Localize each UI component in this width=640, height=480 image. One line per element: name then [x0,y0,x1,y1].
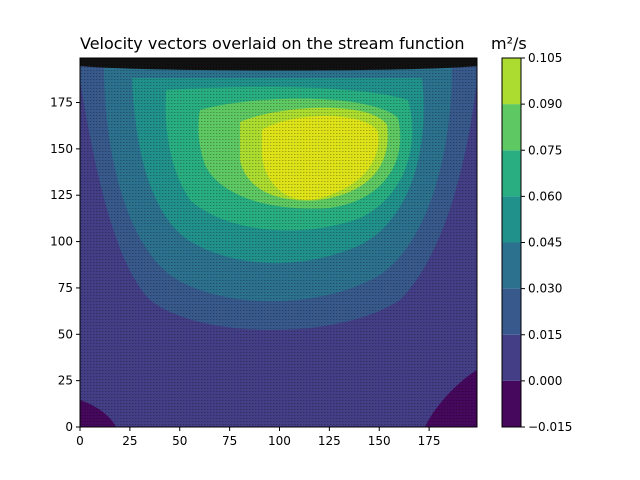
x-tick-label: 0 [76,434,84,448]
colorbar-band [502,334,521,381]
colorbar: 0.105 0.090 0.075 0.060 0.045 0.030 0.015 0.000… [501,51,572,434]
colorbar-tick-label: −0.015 [528,420,572,434]
colorbar-band [502,104,521,151]
colorbar-band [502,58,521,105]
colorbar-band [502,242,521,289]
chart-title: Velocity vectors overlaid on the stream … [80,34,465,53]
colorbar-band [502,288,521,335]
x-tick-label: 150 [368,434,391,448]
velocity-vector-overlay [80,58,477,427]
colorbar-tick-label: 0.090 [528,97,562,111]
y-axis: 0 25 50 75 100 125 150 175 [50,96,80,434]
colorbar-tick-label: 0.030 [528,282,562,296]
x-axis: 0 25 50 75 100 125 150 175 [76,427,441,448]
x-tick-label: 125 [318,434,341,448]
colorbar-tick-label: 0.105 [528,51,562,65]
colorbar-tick-label: 0.015 [528,328,562,342]
x-tick-label: 50 [172,434,187,448]
y-tick-label: 125 [50,188,73,202]
colorbar-band [502,196,521,243]
colorbar-unit-label: m²/s [491,34,527,53]
y-tick-label: 25 [58,374,73,388]
y-tick-label: 75 [58,281,73,295]
y-tick-label: 100 [50,235,73,249]
x-tick-label: 75 [222,434,237,448]
x-tick-label: 25 [122,434,137,448]
colorbar-band [502,380,521,427]
y-tick-label: 150 [50,142,73,156]
colorbar-tick-label: 0.045 [528,236,562,250]
plot-area [80,58,477,427]
plot-frame [79,57,478,428]
colorbar-band [502,150,521,197]
colorbar-tick-label: 0.060 [528,189,562,203]
colorbar-tick-label: 0.000 [528,374,562,388]
y-tick-label: 50 [58,327,73,341]
x-tick-label: 100 [268,434,291,448]
x-tick-label: 175 [418,434,441,448]
y-tick-label: 175 [50,96,73,110]
colorbar-tick-label: 0.075 [528,143,562,157]
y-tick-label: 0 [65,420,73,434]
